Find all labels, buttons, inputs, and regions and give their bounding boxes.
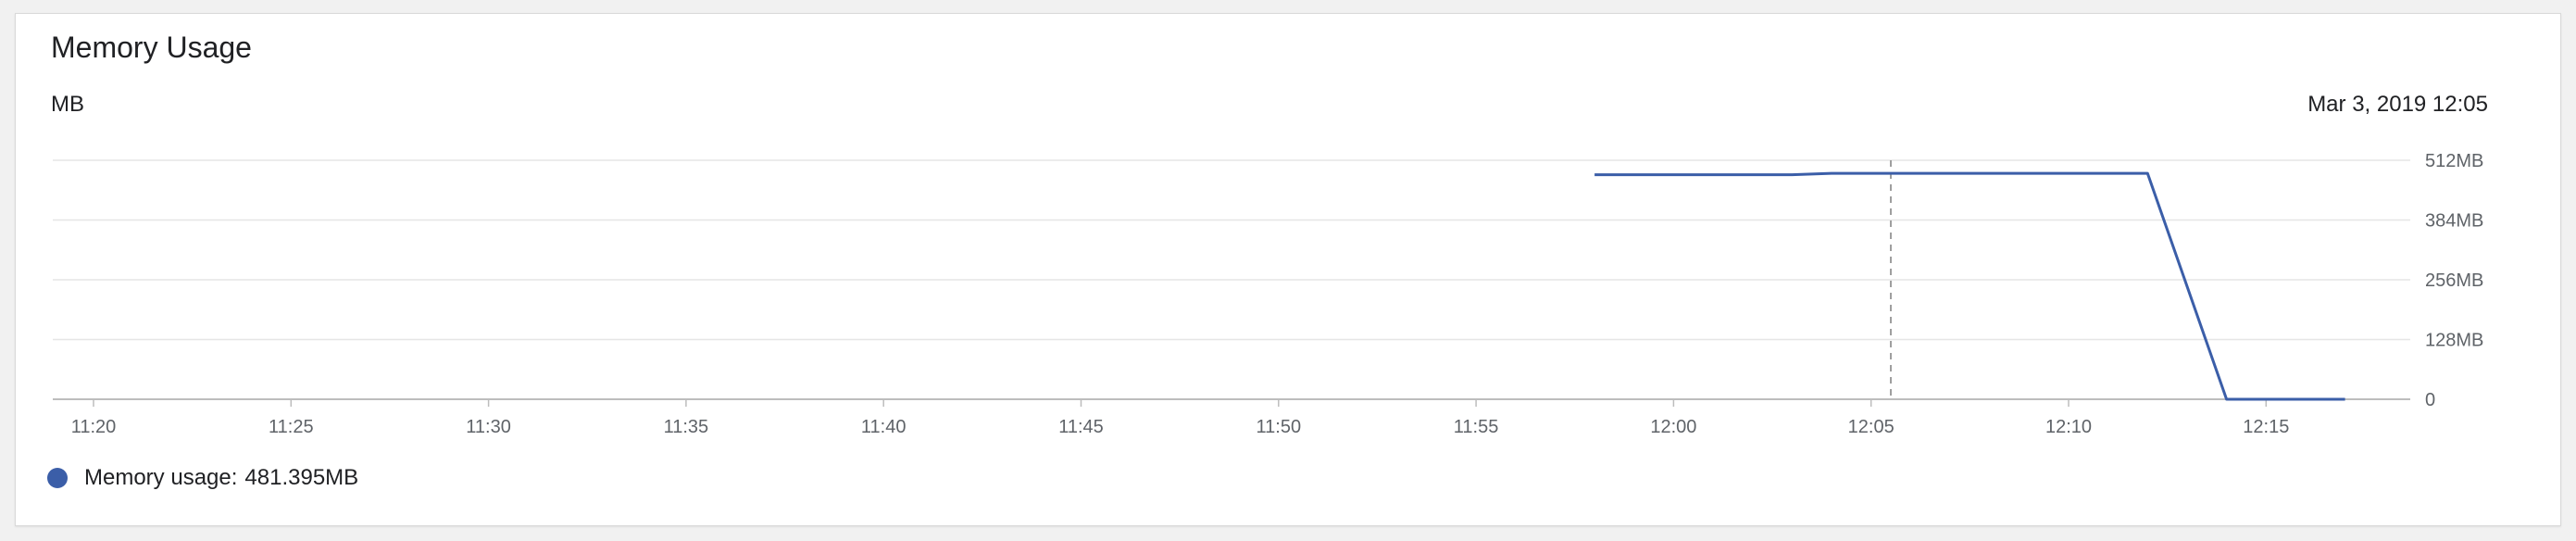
legend-series-value: 481.395MB [244, 465, 359, 490]
x-tick-label: 11:35 [664, 417, 709, 437]
memory-line-chart[interactable]: 11:20 11:25 11:30 11:35 11:40 11:45 11:50 11:55… [16, 14, 2562, 527]
x-tick-label: 12:10 [2045, 417, 2092, 437]
x-tick-label: 11:55 [1454, 417, 1499, 437]
x-tick-label: 12:05 [1848, 417, 1894, 437]
chart-title: Memory Usage [51, 31, 252, 64]
y-axis: 0 128MB 256MB 384MB 512MB [2425, 151, 2483, 410]
memory-usage-card: Memory Usage MB Mar 3, 2019 12:05 11:20 1… [15, 13, 2561, 526]
x-tick-label: 12:00 [1650, 417, 1696, 437]
y-tick-label: 256MB [2425, 270, 2483, 291]
legend: Memory usage: 481.395MB [47, 464, 358, 492]
x-tick-label: 12:15 [2243, 417, 2289, 437]
hover-timestamp: Mar 3, 2019 12:05 [2307, 92, 2488, 117]
y-tick-label: 512MB [2425, 151, 2483, 171]
y-tick-label: 128MB [2425, 331, 2483, 351]
grid-lines [53, 159, 2410, 400]
series-line-memory-usage[interactable] [1594, 171, 2345, 401]
series-layer [1594, 171, 2345, 401]
x-tick-label: 11:30 [466, 417, 511, 437]
x-axis: 11:20 11:25 11:30 11:35 11:40 11:45 11:50 11:55… [71, 399, 2289, 437]
y-tick-label: 384MB [2425, 211, 2483, 232]
x-tick-label: 11:40 [861, 417, 907, 437]
x-tick-label: 11:25 [269, 417, 314, 437]
x-tick-label: 11:45 [1058, 417, 1104, 437]
x-tick-label: 11:20 [71, 417, 117, 437]
y-axis-unit-label: MB [51, 92, 84, 117]
x-tick-label: 11:50 [1257, 417, 1302, 437]
legend-series-dot-icon [47, 468, 68, 488]
y-tick-label: 0 [2425, 390, 2435, 410]
legend-series-label: Memory usage: [84, 465, 238, 490]
